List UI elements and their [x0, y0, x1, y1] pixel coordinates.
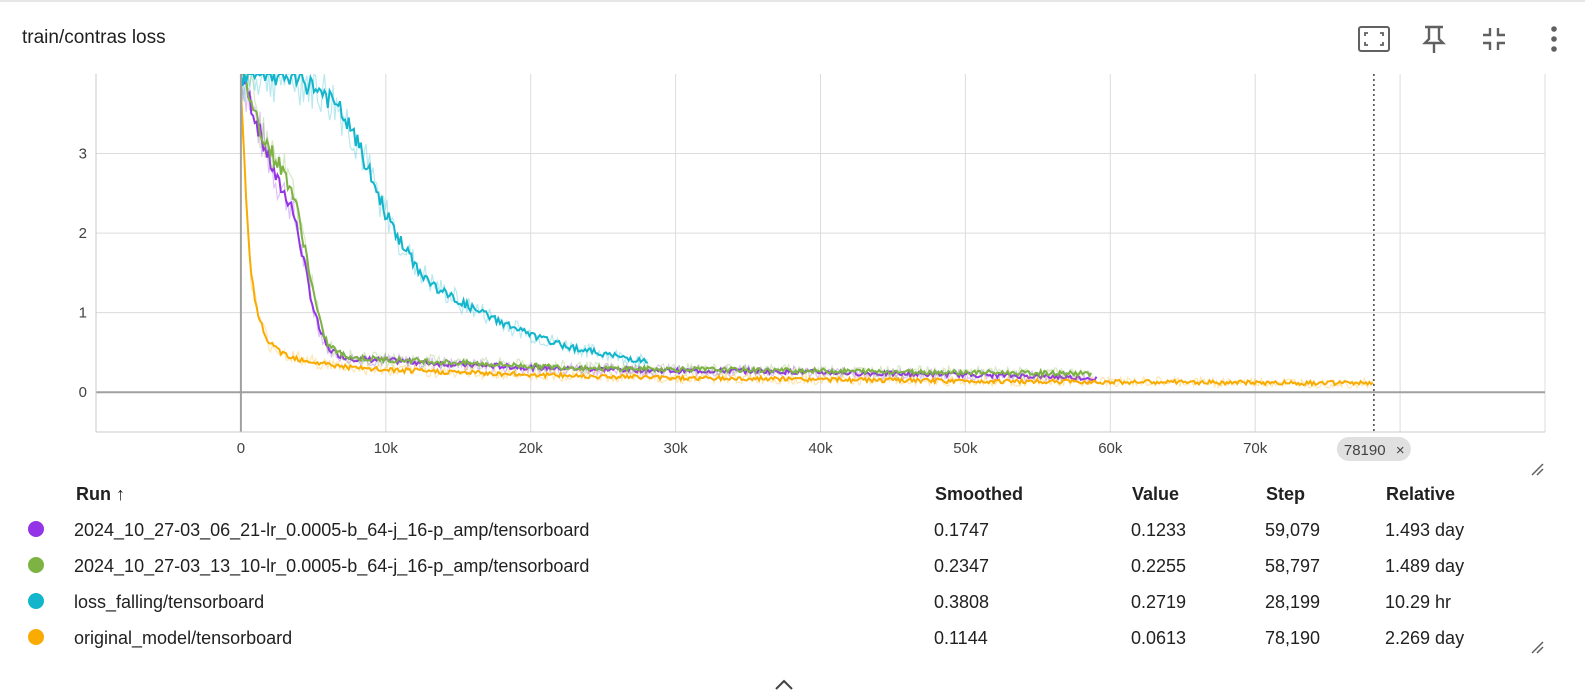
pin-icon: [1422, 25, 1446, 53]
x-tick-label: 0: [237, 440, 245, 457]
table-body: 2024_10_27-03_06_21-lr_0.0005-b_64-j_16-…: [0, 512, 1585, 656]
series-smoothed-line[interactable]: [240, 74, 1093, 379]
table-row[interactable]: loss_falling/tensorboard 0.3808 0.2719 28,1…: [0, 584, 1585, 620]
cell-run: 2024_10_27-03_06_21-lr_0.0005-b_64-j_16-…: [74, 520, 590, 540]
chart-resize-icon[interactable]: [1530, 462, 1544, 476]
cell-step: 59,079: [1265, 520, 1321, 540]
collapse-icon: [1483, 28, 1505, 50]
expand-caret-icon[interactable]: [774, 678, 794, 690]
cell-run: original_model/tensorboard: [74, 628, 293, 648]
y-tick-label: 2: [79, 225, 87, 242]
cell-step: 28,199: [1265, 592, 1321, 612]
cursor-step-label: 78190: [1344, 442, 1386, 459]
header-run[interactable]: Run ↑: [76, 484, 125, 504]
series-line-1[interactable]: [239, 74, 1098, 385]
cell-smoothed: 0.3808: [934, 592, 990, 612]
cell-value: 0.2255: [1131, 556, 1187, 576]
step-cursor[interactable]: 78190 ×: [1336, 74, 1411, 461]
cell-relative: 1.489 day: [1385, 556, 1465, 576]
top-divider: [0, 0, 1585, 2]
x-tick-label: 60k: [1098, 440, 1123, 457]
table-resize-icon[interactable]: [1530, 640, 1544, 654]
series-smoothed-line[interactable]: [239, 74, 648, 364]
chart-series-group: [239, 74, 1374, 390]
table-row[interactable]: 2024_10_27-03_06_21-lr_0.0005-b_64-j_16-…: [0, 512, 1585, 548]
collapse-button[interactable]: [1473, 20, 1515, 58]
header-step[interactable]: Step: [1266, 484, 1306, 504]
run-color-dot[interactable]: [28, 521, 44, 537]
series-line-4[interactable]: [239, 90, 1374, 390]
y-tick-label: 3: [79, 146, 87, 163]
header-relative[interactable]: Relative: [1386, 484, 1456, 504]
y-tick-label: 1: [79, 305, 87, 322]
series-line-3[interactable]: [239, 74, 649, 368]
chart-axes: 0 10k 20k 30k 40k 50k 60k 70k 0 1 2 3: [79, 74, 1545, 457]
fit-domain-icon: [1358, 26, 1390, 52]
table-row[interactable]: 2024_10_27-03_13_10-lr_0.0005-b_64-j_16-…: [0, 548, 1585, 584]
run-color-dot[interactable]: [28, 629, 44, 645]
series-line-2[interactable]: [240, 74, 1093, 381]
cell-run: loss_falling/tensorboard: [74, 592, 265, 612]
x-tick-label: 40k: [808, 440, 833, 457]
series-smoothed-line[interactable]: [239, 74, 1098, 382]
cell-smoothed: 0.1144: [934, 628, 988, 648]
series-raw-line: [240, 116, 1374, 390]
runs-table: Run ↑ Smoothed Value Step Relative 2024_…: [0, 476, 1585, 656]
cell-step: 58,797: [1265, 556, 1321, 576]
header-value[interactable]: Value: [1132, 484, 1180, 504]
pin-button[interactable]: [1413, 20, 1455, 58]
more-options-button[interactable]: [1533, 20, 1575, 58]
cell-relative: 1.493 day: [1385, 520, 1465, 540]
series-raw-line: [240, 74, 649, 368]
loss-chart[interactable]: 0 10k 20k 30k 40k 50k 60k 70k 0 1 2 3 78190 ×: [0, 60, 1585, 472]
x-tick-label: 50k: [953, 440, 978, 457]
run-color-dot[interactable]: [28, 557, 44, 573]
x-tick-label: 30k: [664, 440, 689, 457]
cell-relative: 10.29 hr: [1385, 592, 1452, 612]
cell-value: 0.2719: [1131, 592, 1187, 612]
cell-value: 0.1233: [1131, 520, 1187, 540]
cell-run: 2024_10_27-03_13_10-lr_0.0005-b_64-j_16-…: [74, 556, 590, 576]
cell-relative: 2.269 day: [1385, 628, 1465, 648]
more-vert-icon: [1551, 26, 1557, 52]
cell-smoothed: 0.1747: [934, 520, 990, 540]
y-tick-label: 0: [79, 384, 87, 401]
x-tick-label: 70k: [1243, 440, 1268, 457]
header-smoothed[interactable]: Smoothed: [935, 484, 1023, 504]
cursor-close-icon[interactable]: ×: [1396, 442, 1405, 459]
series-raw-line: [240, 74, 1097, 385]
x-tick-label: 10k: [374, 440, 399, 457]
card-toolbar: [1353, 20, 1575, 58]
table-header-row: Run ↑ Smoothed Value Step Relative: [0, 476, 1585, 512]
table-row[interactable]: original_model/tensorboard 0.1144 0.0613 78…: [0, 620, 1585, 656]
cell-step: 78,190: [1265, 628, 1321, 648]
cursor-badge[interactable]: [1336, 437, 1411, 461]
x-tick-label: 20k: [519, 440, 544, 457]
fit-domain-button[interactable]: [1353, 20, 1395, 58]
cell-smoothed: 0.2347: [934, 556, 990, 576]
run-color-dot[interactable]: [28, 593, 44, 609]
series-smoothed-line[interactable]: [239, 90, 1374, 388]
series-raw-line: [240, 74, 1092, 381]
cell-value: 0.0613: [1131, 628, 1187, 648]
card-title: train/contras loss: [22, 27, 166, 48]
